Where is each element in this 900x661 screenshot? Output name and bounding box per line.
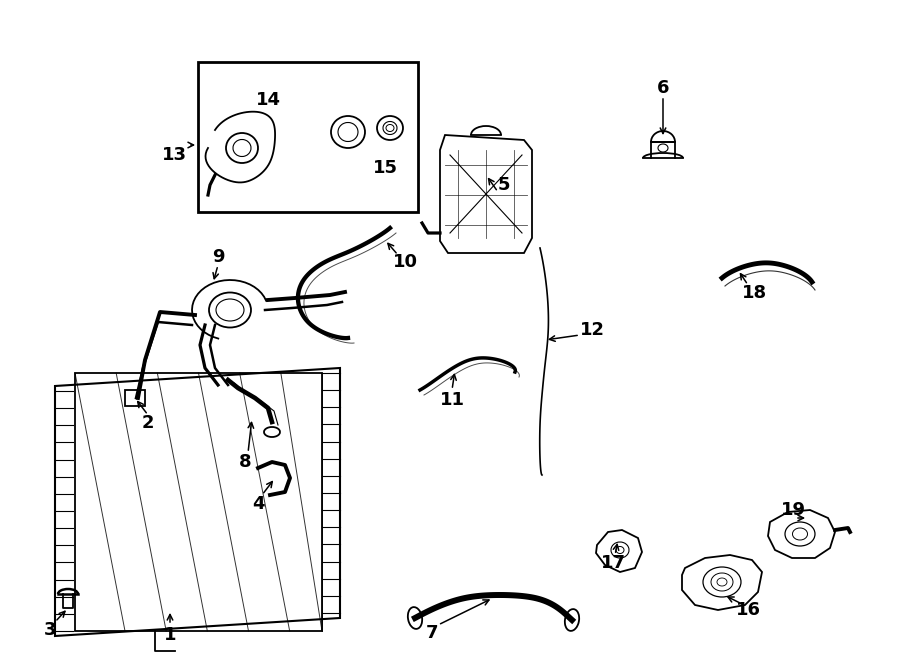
Text: 4: 4 bbox=[252, 495, 265, 513]
Text: 1: 1 bbox=[164, 626, 176, 644]
Text: 14: 14 bbox=[256, 91, 281, 109]
Text: 2: 2 bbox=[142, 414, 154, 432]
Text: 8: 8 bbox=[238, 453, 251, 471]
Text: 9: 9 bbox=[212, 248, 224, 266]
Text: 18: 18 bbox=[742, 284, 767, 302]
Text: 10: 10 bbox=[392, 253, 418, 271]
Text: 19: 19 bbox=[780, 501, 806, 519]
Text: 12: 12 bbox=[580, 321, 605, 339]
Text: 13: 13 bbox=[161, 146, 186, 164]
Text: 7: 7 bbox=[426, 624, 438, 642]
Text: 16: 16 bbox=[735, 601, 760, 619]
Text: 17: 17 bbox=[600, 554, 626, 572]
Text: 11: 11 bbox=[439, 391, 464, 409]
Text: 3: 3 bbox=[44, 621, 56, 639]
Text: 5: 5 bbox=[498, 176, 510, 194]
Text: 15: 15 bbox=[373, 159, 398, 177]
Text: 6: 6 bbox=[657, 79, 670, 97]
